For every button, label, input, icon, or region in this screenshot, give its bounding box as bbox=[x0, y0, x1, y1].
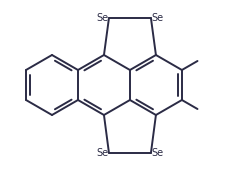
Text: Se: Se bbox=[97, 13, 109, 23]
Text: Se: Se bbox=[97, 148, 109, 158]
Text: Se: Se bbox=[151, 148, 163, 158]
Text: Se: Se bbox=[151, 13, 163, 23]
